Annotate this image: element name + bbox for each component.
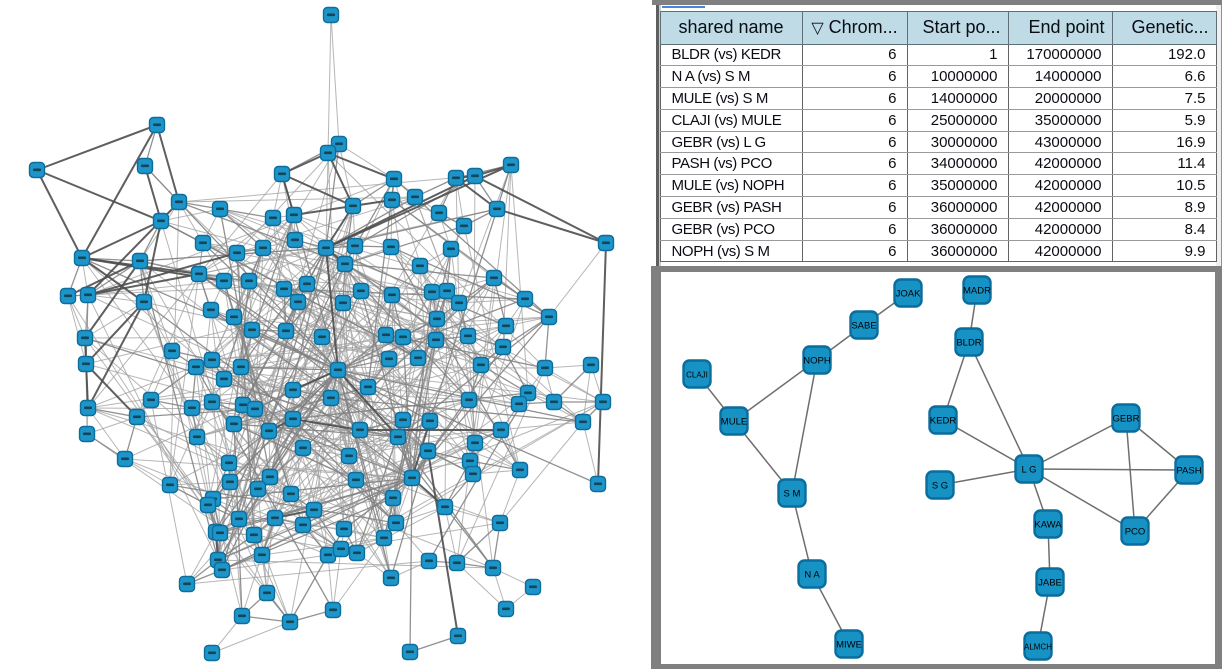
svg-text:JOAK: JOAK bbox=[896, 288, 921, 299]
svg-text:MULE: MULE bbox=[721, 416, 747, 427]
svg-text:BLDR: BLDR bbox=[956, 337, 981, 348]
svg-text:SABE: SABE bbox=[851, 320, 876, 331]
svg-text:GEBR: GEBR bbox=[1113, 413, 1140, 424]
svg-text:L G: L G bbox=[1022, 464, 1037, 475]
svg-text:KEDR: KEDR bbox=[930, 415, 957, 426]
svg-text:N A: N A bbox=[804, 569, 820, 580]
svg-text:S M: S M bbox=[784, 488, 801, 499]
svg-text:KAWA: KAWA bbox=[1034, 519, 1062, 530]
svg-text:CLAJI: CLAJI bbox=[686, 370, 708, 379]
svg-text:JABE: JABE bbox=[1038, 577, 1062, 588]
svg-text:NOPH: NOPH bbox=[803, 355, 831, 366]
svg-text:MADR: MADR bbox=[963, 285, 991, 296]
svg-text:PASH: PASH bbox=[1176, 465, 1201, 476]
svg-text:ALMCH: ALMCH bbox=[1024, 642, 1052, 651]
svg-text:S G: S G bbox=[932, 480, 948, 491]
svg-text:PCO: PCO bbox=[1125, 526, 1146, 537]
svg-text:MIWE: MIWE bbox=[836, 639, 862, 650]
